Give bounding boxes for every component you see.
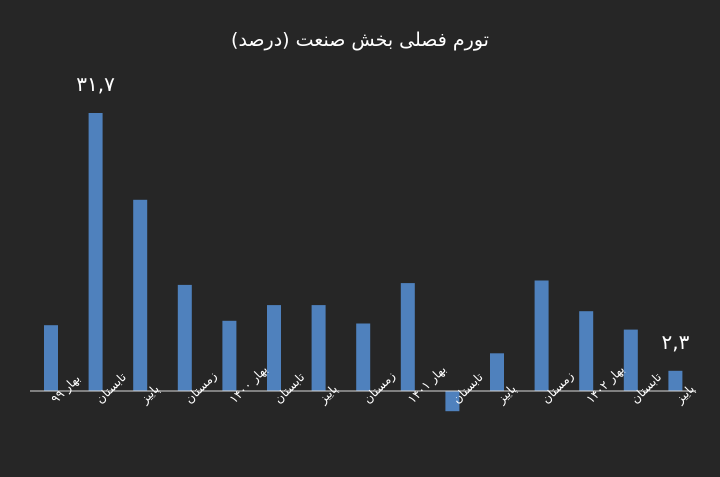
bar — [311, 305, 326, 391]
bar — [222, 320, 237, 391]
bar — [579, 311, 594, 391]
x-tick-label: تابستان — [450, 370, 486, 406]
bar — [133, 199, 148, 391]
bar — [668, 370, 683, 391]
bar — [44, 325, 58, 391]
bar — [623, 329, 638, 391]
bar — [267, 305, 281, 391]
bar — [445, 391, 460, 412]
data-labels-group: ۳۱,۷ ۲,۳ — [76, 72, 689, 354]
bar — [534, 280, 549, 391]
bar — [400, 283, 415, 391]
data-label: ۲,۳ — [661, 330, 689, 354]
bars-group — [44, 113, 683, 412]
chart-title: تورم فصلی بخش صنعت (درصد) — [231, 29, 489, 51]
data-label: ۳۱,۷ — [76, 72, 115, 96]
bar — [490, 353, 504, 391]
bar — [177, 284, 192, 391]
bar — [356, 323, 371, 391]
bar — [88, 113, 103, 391]
